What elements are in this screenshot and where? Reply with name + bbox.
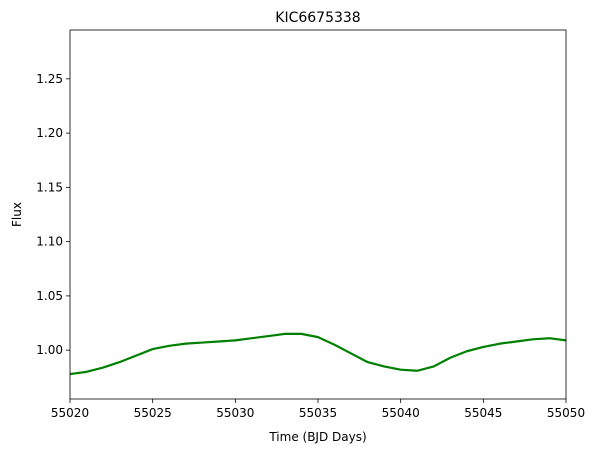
plot-layer bbox=[69, 332, 567, 376]
x-tick-label: 55030 bbox=[216, 406, 254, 420]
y-tick-label: 1.10 bbox=[36, 235, 63, 249]
ticks-layer: 55020 55025 55030 55035 55040 55045 55050 1.00 1… bbox=[36, 72, 585, 420]
y-tick-label: 1.25 bbox=[36, 72, 63, 86]
x-tick-label: 55050 bbox=[547, 406, 585, 420]
chart-title: KIC6675338 bbox=[275, 10, 360, 26]
x-tick-label: 55020 bbox=[51, 406, 89, 420]
y-tick-label: 1.20 bbox=[36, 126, 63, 140]
x-tick-label: 55040 bbox=[382, 406, 420, 420]
x-tick-label: 55045 bbox=[464, 406, 502, 420]
y-tick-label: 1.05 bbox=[36, 289, 63, 303]
y-tick-label: 1.15 bbox=[36, 180, 63, 194]
x-tick-label: 55035 bbox=[299, 406, 337, 420]
y-tick-label: 1.00 bbox=[36, 343, 63, 357]
flux-series-line bbox=[69, 332, 567, 376]
x-axis-label: Time (BJD Days) bbox=[268, 430, 366, 444]
axes-frame bbox=[69, 29, 567, 400]
y-axis-label: Flux bbox=[10, 202, 24, 227]
x-tick-label: 55025 bbox=[134, 406, 172, 420]
